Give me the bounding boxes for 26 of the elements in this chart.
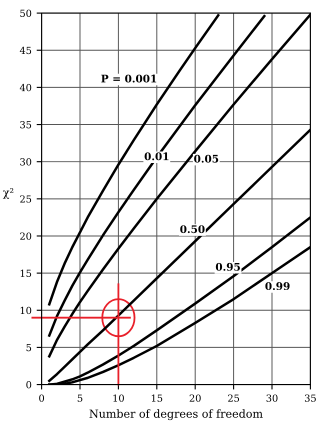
y-tick-label: 40 (20, 84, 32, 92)
series-label: P = 0.001 (101, 74, 156, 83)
y-axis-title: χ² (2, 188, 14, 199)
series-label: 0.99 (265, 282, 290, 290)
y-tick-label: 10 (20, 306, 32, 314)
y-tick-label: 50 (20, 10, 32, 17)
y-tick-label: 15 (20, 270, 32, 277)
x-tick-label: 15 (152, 394, 162, 402)
series-label: 0.50 (180, 225, 205, 234)
x-tick-label: 10 (113, 394, 124, 402)
x-tick-label: 25 (228, 394, 240, 402)
y-tick-label: 30 (20, 158, 32, 166)
y-tick-label: 20 (20, 232, 32, 240)
y-tick-label: 0 (26, 381, 32, 388)
x-tick-label: 35 (304, 394, 316, 402)
y-tick-label: 5 (26, 344, 32, 352)
series-label: 0.05 (194, 154, 218, 163)
x-tick-label: 5 (78, 394, 82, 402)
x-tick-label: 0 (39, 394, 44, 402)
y-tick-label: 25 (20, 195, 32, 203)
x-tick-label: 30 (266, 394, 278, 402)
x-axis-title: Number of degrees of freedom (90, 409, 263, 420)
series-label: 0.95 (216, 262, 240, 271)
y-tick-label: 45 (20, 46, 32, 54)
x-tick-label: 20 (190, 394, 201, 402)
y-tick-label: 35 (20, 121, 32, 128)
